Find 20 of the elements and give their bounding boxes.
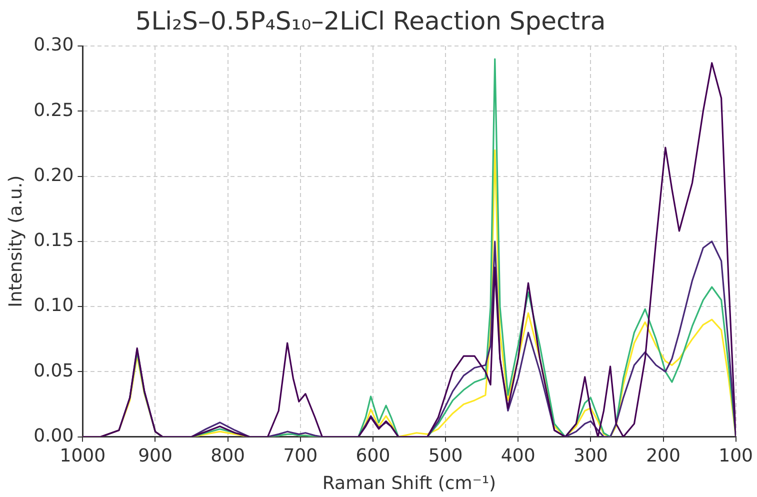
chart-title: 5Li₂S–0.5P₄S₁₀–2LiCl Reaction Spectra [135,6,606,36]
y-axis-title: Intensity (a.u.) [5,175,26,308]
x-axis-title: Raman Shift (cm⁻¹) [322,472,496,494]
y-tick-label: 0.05 [34,360,74,382]
x-tick-label: 100 [718,445,753,466]
x-tick-label: 400 [500,445,536,466]
x-tick-label: 500 [428,445,463,466]
y-tick-label: 0.15 [34,230,74,252]
x-tick-label: 800 [210,445,245,466]
y-tick-label: 0.00 [34,425,74,446]
x-tick-label: 1000 [60,445,106,466]
x-tick-label: 700 [283,445,318,466]
x-tick-label: 200 [646,445,680,466]
y-tick-label: 0.20 [34,164,74,186]
y-tick-label: 0.10 [34,295,74,316]
x-tick-label: 300 [574,445,608,466]
y-tick-label: 0.30 [34,34,74,56]
x-tick-label: 600 [356,445,390,466]
y-tick-label: 0.25 [34,100,74,121]
x-tick-label: 900 [138,445,172,466]
